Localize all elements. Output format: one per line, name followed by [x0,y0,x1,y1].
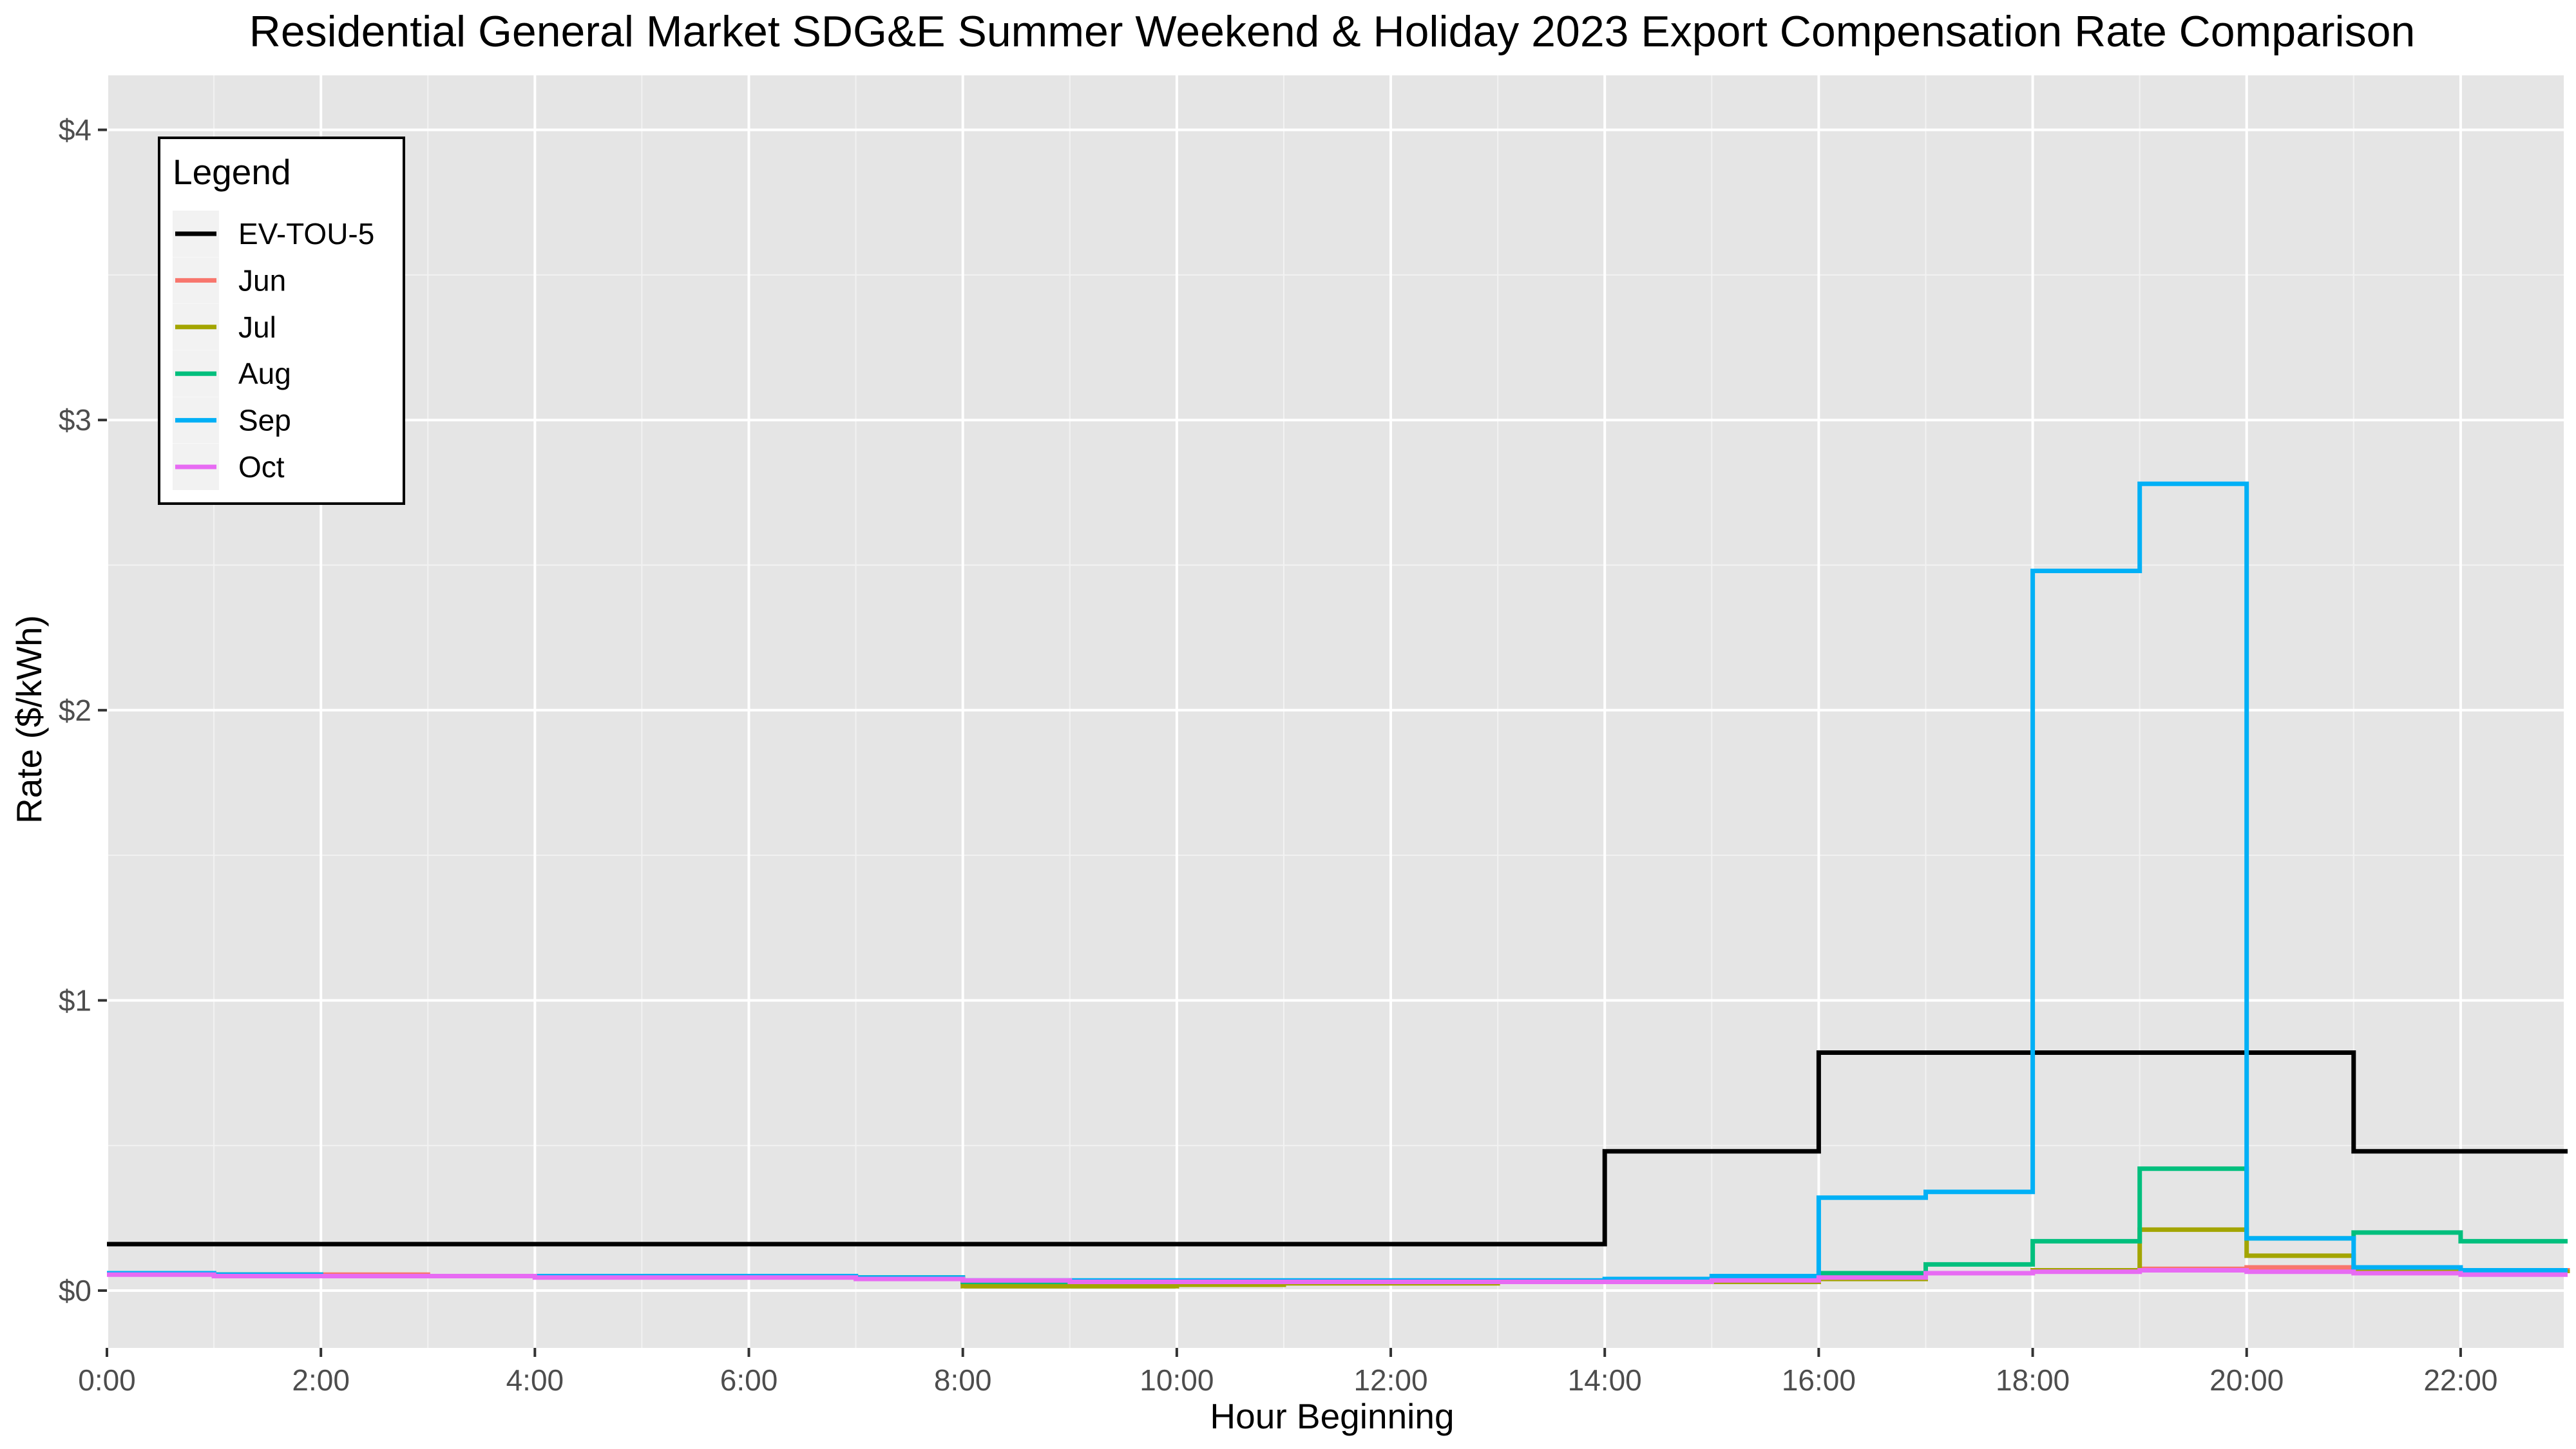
x-tick-label: 14:00 [1568,1363,1642,1397]
x-tick-label: 20:00 [2209,1363,2284,1397]
legend-label-jul: Jul [238,310,276,344]
series-line-oct [107,1268,2568,1284]
x-tick-label: 4:00 [506,1363,564,1397]
x-axis: 0:00 2:00 4:00 6:00 8:00 10:00 12:00 14:00 16:00… [78,1348,2497,1397]
y-tick-label: $4 [59,113,91,147]
x-tick-label: 0:00 [78,1363,136,1397]
x-tick-label: 6:00 [720,1363,778,1397]
x-tick-label: 16:00 [1782,1363,1856,1397]
legend-label-aug: Aug [238,357,291,390]
x-tick-label: 2:00 [292,1363,350,1397]
series-lines [107,481,2570,1289]
legend-title: Legend [173,152,291,192]
legend: Legend EV-TOU-5 Jun Jul Aug Sep Oct [158,137,405,505]
x-tick-label: 18:00 [1996,1363,2070,1397]
x-tick-label: 8:00 [934,1363,992,1397]
y-axis-title: Rate ($/kWh) [9,615,49,824]
y-tick-label: $1 [59,983,91,1017]
y-tick-label: $3 [59,403,91,437]
legend-items: EV-TOU-5 Jun Jul Aug Sep Oct [173,211,374,490]
plot-panel [107,75,2564,1348]
legend-label-ev-tou-5: EV-TOU-5 [238,217,374,251]
y-tick-label: $2 [59,694,91,727]
x-axis-title: Hour Beginning [1210,1396,1454,1436]
y-axis: $0 $1 $2 $3 $4 [59,113,107,1307]
legend-label-oct: Oct [238,450,285,484]
y-tick-label: $0 [59,1274,91,1307]
x-tick-label: 12:00 [1353,1363,1427,1397]
legend-label-jun: Jun [238,263,286,297]
x-tick-label: 22:00 [2423,1363,2497,1397]
legend-label-sep: Sep [238,404,291,437]
series-line-ev-tou-5 [107,1050,2568,1247]
x-tick-label: 10:00 [1140,1363,1214,1397]
chart-title: Residential General Market SDG&E Summer … [249,7,2416,56]
